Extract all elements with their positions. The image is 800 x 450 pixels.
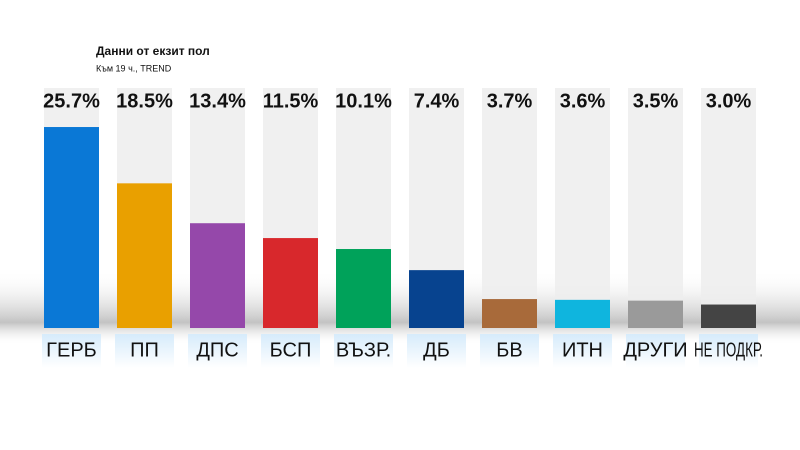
value-label: 18.5%	[116, 90, 173, 112]
category-background	[188, 334, 247, 368]
chart-title: Данни от екзит пол	[96, 44, 210, 58]
category-background	[261, 334, 320, 368]
bar	[263, 238, 318, 328]
bar	[701, 304, 756, 328]
category-background	[42, 334, 101, 368]
category-background	[480, 334, 539, 368]
category-label: ДПС	[196, 339, 238, 361]
value-label: 3.7%	[487, 90, 533, 112]
value-label: 7.4%	[414, 90, 460, 112]
category-background	[553, 334, 612, 368]
bar	[555, 299, 610, 328]
category-background	[626, 334, 685, 368]
column-background	[482, 88, 537, 328]
column-background	[701, 88, 756, 328]
bar	[117, 183, 172, 328]
column-background	[628, 88, 683, 328]
category-label: ГЕРБ	[46, 339, 97, 361]
value-label: 10.1%	[335, 90, 392, 112]
category-background	[407, 334, 466, 368]
bar	[409, 270, 464, 328]
category-background	[334, 334, 393, 368]
category-label: ПП	[130, 339, 159, 361]
category-label: ДРУГИ	[623, 339, 687, 361]
chart-subtitle: Към 19 ч., TREND	[96, 63, 172, 73]
category-label: БВ	[496, 339, 522, 361]
value-label: 11.5%	[263, 90, 319, 112]
category-background	[115, 334, 174, 368]
value-label: 13.4%	[189, 90, 246, 112]
value-label: 25.7%	[43, 90, 100, 112]
category-label: ИТН	[562, 339, 603, 361]
value-label: 3.5%	[633, 90, 679, 112]
bar	[190, 223, 245, 328]
column-background	[555, 88, 610, 328]
bar	[482, 299, 537, 328]
value-label: 3.0%	[706, 90, 752, 112]
category-label: НЕ ПОДКР.	[694, 339, 763, 361]
bar	[628, 300, 683, 328]
bar	[336, 249, 391, 328]
value-label: 3.6%	[560, 90, 606, 112]
category-label: ДБ	[423, 339, 450, 361]
bar	[44, 127, 99, 328]
category-background	[699, 334, 758, 368]
category-label: БСП	[270, 339, 312, 361]
category-label: ВЪЗР.	[336, 339, 391, 361]
